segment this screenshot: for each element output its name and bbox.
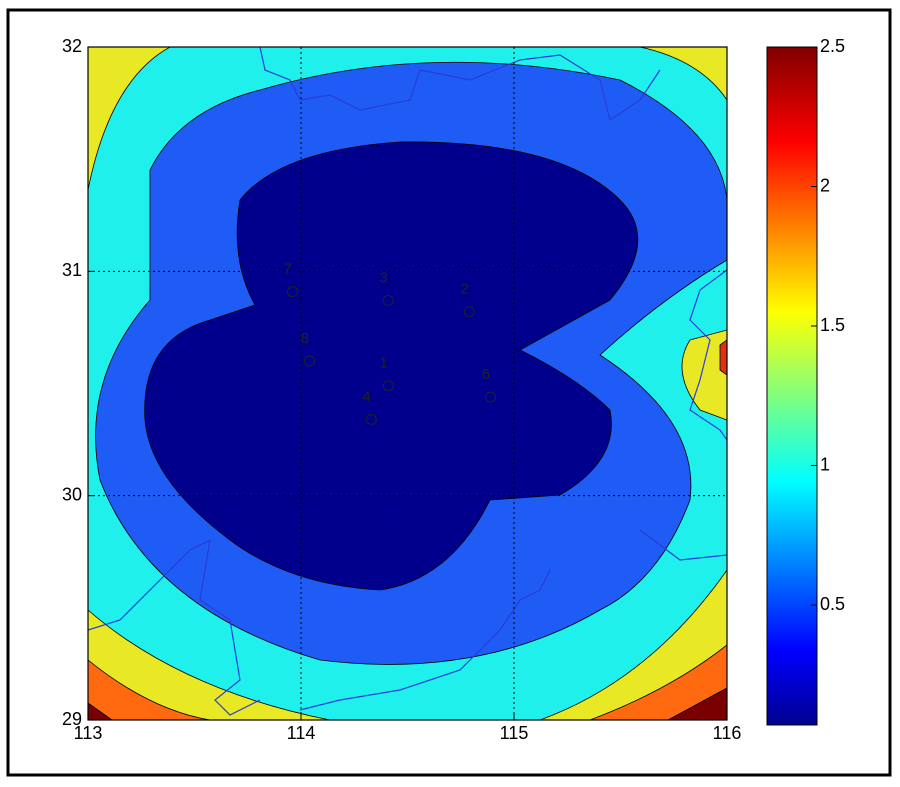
y-tick-label: 32: [62, 36, 82, 56]
y-tick-label: 29: [62, 709, 82, 729]
station-label: 4: [362, 388, 370, 405]
station-label: 3: [379, 269, 387, 286]
plot-border: [87, 46, 728, 721]
contour-band: [719, 339, 727, 376]
contour-band: [667, 687, 727, 720]
x-tick-label: 116: [713, 723, 742, 743]
x-tick-label: 113: [74, 723, 103, 743]
x-tick-label: 115: [500, 723, 529, 743]
station-label: 6: [482, 366, 490, 383]
borders: [88, 47, 727, 716]
contour-band: [88, 702, 113, 720]
station: [463, 306, 475, 318]
station-label: 7: [283, 260, 291, 277]
station: [485, 391, 497, 403]
colorbar-tick-label: 1.5: [820, 315, 845, 335]
colorbar-tick-label: 2: [820, 175, 830, 195]
station-label: 2: [460, 281, 468, 298]
x-tick-label: 114: [287, 723, 316, 743]
station-label: 8: [301, 330, 309, 347]
station: [286, 286, 298, 298]
colorbar: [766, 46, 818, 726]
colorbar-tick-label: 1: [820, 454, 830, 474]
station: [382, 294, 394, 306]
colorbar-tick-label: 2.5: [820, 36, 845, 56]
contour-field: [88, 47, 727, 720]
colorbar-tick-label: 0.5: [820, 594, 845, 614]
y-tick-label: 31: [62, 260, 82, 280]
station: [304, 355, 316, 367]
station: [382, 380, 394, 392]
station-label: 1: [379, 355, 387, 372]
station: [365, 413, 377, 425]
y-tick-label: 30: [62, 484, 82, 504]
